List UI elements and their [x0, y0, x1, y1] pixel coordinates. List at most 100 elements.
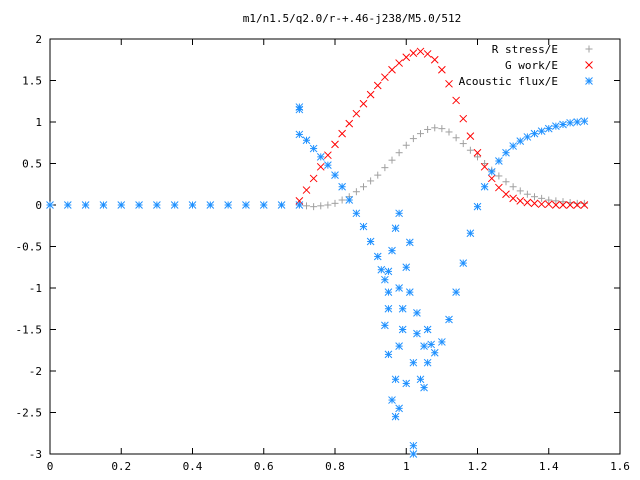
data-point: [388, 65, 396, 74]
data-point: [302, 136, 311, 145]
x-tick-label: 0.6: [254, 460, 274, 473]
data-point: [324, 151, 332, 160]
x-tick-label: 0.8: [325, 460, 345, 473]
data-point: [381, 321, 389, 330]
data-point: [445, 128, 453, 136]
data-point: [402, 263, 411, 272]
data-point: [516, 196, 525, 205]
data-point: [153, 201, 161, 209]
data-point: [331, 199, 339, 207]
data-point: [416, 375, 425, 384]
series-0: [295, 124, 588, 211]
y-tick-label: -1: [29, 282, 42, 295]
data-point: [566, 118, 574, 127]
data-point: [206, 201, 215, 209]
data-point: [523, 190, 531, 198]
data-point: [459, 259, 468, 267]
data-point: [480, 182, 489, 191]
data-point: [502, 190, 510, 199]
axis-ticks: 0 0.2 0.4 0.6 0.8 1 1.2 1.4 1.6 2 1.5 1 0.5 0 -0.5 -1 -1…: [16, 33, 630, 473]
legend-marker: [585, 61, 593, 69]
data-point: [423, 358, 432, 367]
data-point: [537, 200, 546, 209]
data-point: [516, 187, 524, 195]
y-tick-label: 0.5: [22, 158, 42, 171]
chart-marks: [46, 47, 589, 458]
data-point: [310, 203, 318, 211]
data-point: [359, 99, 368, 108]
data-point: [423, 325, 432, 334]
data-point: [381, 164, 389, 172]
data-point: [409, 49, 418, 57]
data-point: [523, 198, 532, 207]
data-point: [352, 109, 361, 118]
data-point: [413, 309, 421, 317]
data-point: [391, 412, 400, 421]
data-point: [438, 65, 446, 74]
data-point: [352, 209, 361, 218]
data-point: [302, 186, 311, 194]
y-tick-label: 1.5: [22, 75, 42, 88]
data-point: [530, 199, 539, 208]
data-point: [405, 288, 414, 297]
data-point: [277, 201, 286, 209]
data-point: [445, 315, 453, 324]
data-point: [295, 130, 304, 139]
data-point: [409, 358, 418, 367]
data-point: [573, 199, 581, 207]
data-point: [580, 199, 588, 207]
x-tick-label: 1: [403, 460, 410, 473]
data-point: [509, 194, 517, 203]
y-tick-label: 1: [35, 116, 42, 129]
data-point: [384, 304, 393, 313]
data-point: [324, 161, 332, 170]
x-tick-label: 0.2: [111, 460, 131, 473]
data-point: [395, 404, 403, 413]
data-point: [377, 265, 386, 274]
legend-label: G work/E: [505, 59, 558, 72]
data-point: [188, 201, 197, 209]
data-point: [495, 183, 503, 192]
data-point: [580, 201, 589, 209]
data-point: [373, 252, 382, 261]
data-point: [459, 140, 467, 148]
data-point: [384, 288, 393, 297]
y-tick-label: -2: [29, 365, 42, 378]
data-point: [81, 201, 90, 209]
plot-frame: [49, 38, 621, 455]
y-tick-label: -1.5: [16, 324, 43, 337]
data-point: [63, 201, 72, 209]
data-point: [559, 201, 567, 209]
data-point: [573, 118, 582, 126]
data-point: [544, 124, 553, 133]
data-point: [523, 133, 532, 141]
data-point: [580, 117, 589, 126]
legend-marker: [585, 45, 593, 53]
data-point: [405, 238, 414, 247]
data-point: [545, 196, 553, 204]
data-point: [117, 201, 126, 209]
data-point: [438, 338, 446, 346]
data-point: [423, 50, 432, 58]
data-point: [295, 103, 304, 111]
data-point: [338, 196, 346, 204]
data-point: [359, 222, 368, 231]
data-point: [366, 90, 375, 99]
data-point: [537, 127, 546, 135]
data-point: [391, 375, 400, 384]
data-point: [398, 304, 407, 313]
data-point: [391, 224, 400, 233]
data-point: [395, 59, 403, 67]
data-point: [445, 79, 453, 88]
legend-label: Acoustic flux/E: [459, 75, 558, 88]
data-point: [427, 340, 436, 349]
data-point: [99, 201, 108, 209]
data-point: [552, 122, 560, 131]
data-point: [413, 329, 421, 338]
data-point: [402, 379, 411, 388]
data-point: [417, 130, 424, 138]
data-point: [324, 201, 332, 209]
data-point: [388, 156, 396, 164]
data-point: [170, 201, 179, 209]
